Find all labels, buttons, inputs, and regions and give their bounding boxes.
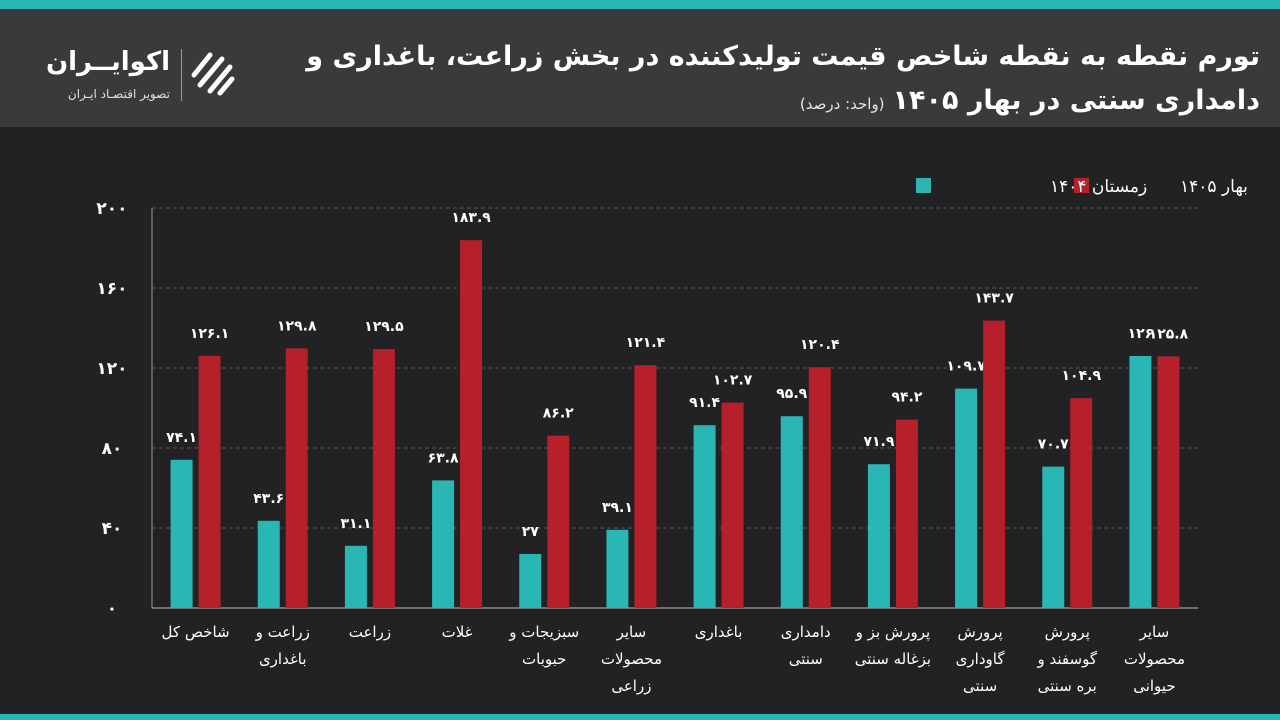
bar-winter: [519, 554, 542, 608]
bar-spring: [1070, 398, 1093, 608]
bar-spring: [198, 355, 221, 608]
y-tick-label: ۱۶۰: [96, 279, 127, 299]
bar-chart: ۰ ۴۰ ۸۰ ۱۲۰ ۱۶۰ ۲۰۰ ۷۴.۱ ۱۲۶.۱ شاخص کل ۴۳.۶ ۱۲۹.۸ ز…: [96, 177, 1248, 695]
data-label: ۹۵.۹: [776, 386, 807, 402]
bar-winter: [867, 464, 890, 608]
y-tick-label: ۸۰: [102, 439, 123, 459]
data-label: ۱۲۹.۵: [364, 319, 404, 335]
data-label: ۱۰۹.۷: [946, 359, 986, 375]
bar-spring: [983, 320, 1006, 608]
y-tick-label: ۱۲۰: [96, 359, 127, 379]
bar-spring: [721, 402, 744, 608]
x-tick-label: زراعت و باغداری: [255, 623, 310, 668]
bar-spring: [460, 240, 483, 608]
data-label: ۱۲۹.۸: [277, 318, 317, 334]
data-label: ۳۱.۱: [340, 516, 371, 532]
bar-spring: [372, 349, 395, 608]
title-line-2: دامداری سنتی در بهار ۱۴۰۵: [892, 85, 1260, 116]
data-label: ۶۳.۸: [428, 450, 459, 466]
data-label: ۸۶.۲: [543, 406, 574, 422]
bar-spring: [1157, 356, 1180, 608]
top-accent-stripe: [0, 0, 1280, 9]
data-label: ۳۹.۱: [602, 500, 633, 516]
bar-winter: [955, 388, 978, 608]
x-tick-label: باغداری: [695, 623, 743, 641]
x-tick-label: پرورش گوسفند و بره سنتی: [1037, 623, 1098, 695]
bar-winter: [606, 529, 629, 608]
bottom-accent-stripe: [0, 714, 1280, 720]
bar-spring: [895, 419, 918, 608]
data-label: ۷۴.۱: [166, 430, 197, 446]
x-tick-label: شاخص کل: [162, 623, 230, 641]
data-label: ۱۸۳.۹: [451, 210, 491, 226]
legend-swatch: [916, 178, 931, 193]
chart-title: تورم نقطه به نقطه شاخص قیمت تولیدکننده د…: [300, 35, 1260, 126]
brand-tagline: تصویر اقتصـاد ایـران: [67, 87, 170, 101]
y-tick-label: ۰: [107, 599, 117, 619]
bar-spring: [285, 348, 308, 608]
title-line-1: تورم نقطه به نقطه شاخص قیمت تولیدکننده د…: [306, 41, 1260, 72]
data-label: ۱۴۳.۷: [974, 291, 1014, 307]
x-tick-label: سایر محصولات حیوانی: [1124, 623, 1185, 695]
x-tick-label: غلات: [442, 623, 473, 641]
data-label: ۱۲۵.۸: [1149, 326, 1189, 342]
logo-separator: [181, 49, 182, 101]
bar-winter: [344, 545, 367, 608]
x-tick-label: سایر محصولات زراعی: [601, 623, 662, 695]
bar-winter: [1042, 466, 1065, 608]
unit-label: (واحد: درصد): [799, 95, 885, 113]
data-label: ۹۴.۲: [891, 390, 922, 406]
header-bar: اکوایــران تصویر اقتصـاد ایـران تورم نقط…: [0, 9, 1280, 127]
bar-winter: [1129, 356, 1152, 608]
legend-swatch: [1074, 178, 1089, 193]
bar-winter: [257, 520, 280, 608]
x-tick-label: پرورش گاوداری سنتی: [956, 623, 1006, 695]
data-label: ۷۰.۷: [1038, 437, 1069, 453]
data-label: ۱۲۰.۴: [800, 337, 840, 353]
bar-spring: [547, 435, 570, 608]
data-label: ۱۲۱.۴: [626, 335, 666, 351]
bar-winter: [170, 459, 193, 608]
data-label: ۱۲۶: [1128, 326, 1154, 342]
legend-label: بهار ۱۴۰۵: [1180, 177, 1248, 197]
data-label: ۱۲۶.۱: [190, 326, 230, 342]
brand-name: اکوایــران: [45, 47, 170, 77]
data-label: ۱۰۲.۷: [713, 373, 753, 389]
data-label: ۴۳.۶: [253, 491, 284, 507]
data-label: ۹۱.۴: [689, 395, 720, 411]
bar-spring: [808, 367, 831, 608]
bar-winter: [780, 416, 803, 608]
x-tick-label: دامداری سنتی: [781, 623, 831, 668]
brand-logo: اکوایــران تصویر اقتصـاد ایـران: [40, 43, 240, 113]
x-tick-label: زراعت: [349, 623, 391, 641]
y-tick-label: ۲۰۰: [96, 199, 127, 219]
x-tick-label: سبزیجات و حبوبات: [508, 623, 579, 668]
bar-winter: [693, 425, 716, 608]
x-tick-label: پرورش بز و بزغاله سنتی: [855, 623, 931, 668]
data-label: ۷۱.۹: [863, 434, 894, 450]
bar-winter: [432, 480, 455, 608]
data-label: ۲۷: [522, 524, 540, 540]
data-label: ۱۰۴.۹: [1062, 368, 1102, 384]
legend-label: زمستان ۱۴۰۴: [1050, 177, 1147, 197]
brand-mark-icon: [191, 52, 235, 96]
y-tick-label: ۴۰: [102, 519, 123, 539]
bar-spring: [634, 365, 657, 608]
